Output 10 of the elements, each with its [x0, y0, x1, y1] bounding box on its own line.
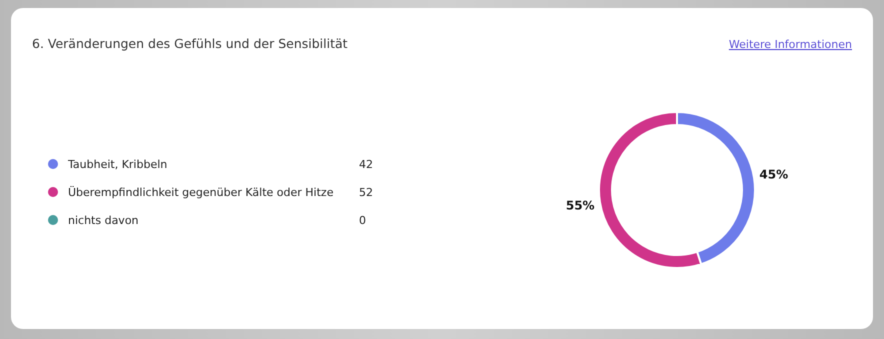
text: 52: [359, 186, 373, 199]
text: Weitere Informationen: [728, 38, 852, 51]
legend-label: Überempfindlichkeit gegenüber Kälte oder Hitze: [68, 185, 334, 199]
legend-label: Taubheit, Kribbeln: [67, 158, 168, 171]
chart-title: 6. Veränderungen des Gefühls und der Sensibilität: [32, 36, 348, 51]
data-label: 45%: [759, 168, 788, 182]
data-label: 55%: [566, 198, 595, 212]
legend-label: nichts davon: [68, 214, 139, 227]
text: 42: [359, 158, 373, 171]
text: 0: [359, 214, 366, 227]
